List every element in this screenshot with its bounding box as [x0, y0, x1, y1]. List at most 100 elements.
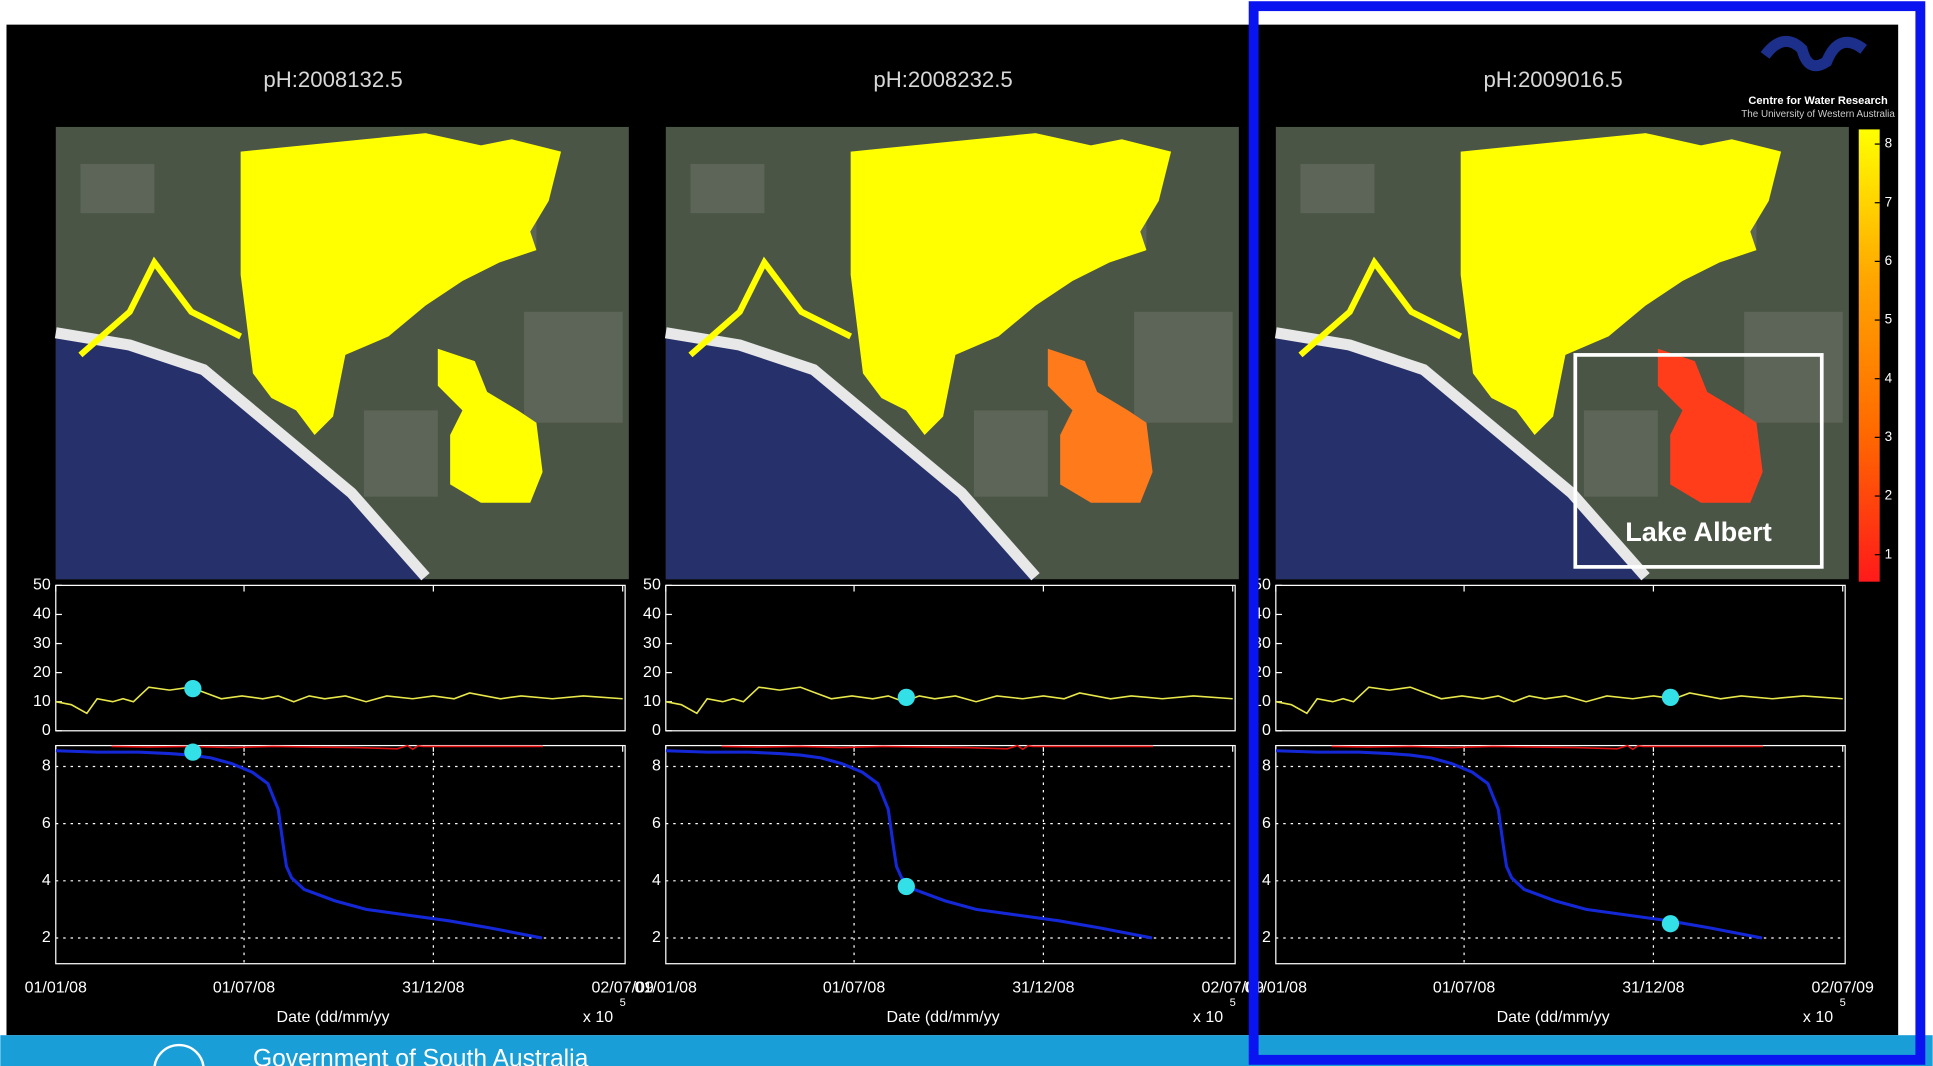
data-line [721, 744, 1154, 751]
map-lake-albert [437, 348, 543, 503]
footer-text: Government of South Australia [253, 1045, 589, 1066]
colorbar-tick-label: 3 [1885, 429, 1893, 444]
data-line [111, 744, 544, 751]
highlight-frame [1248, 1, 1926, 1065]
x-exponent: 5 [620, 997, 626, 1009]
y-tick-label: 0 [42, 721, 51, 739]
y-tick-label: 4 [1262, 871, 1271, 889]
x-axis-label: Date (dd/mm/yy [277, 1008, 390, 1026]
y-tick-label: 20 [33, 663, 51, 681]
plot-frame [665, 584, 1236, 732]
y-tick-label: 8 [42, 757, 51, 775]
x-tick-label: 01/07/08 [213, 979, 275, 997]
y-tick-label: 0 [1262, 721, 1271, 739]
plot-frame [665, 744, 1236, 965]
annotation-box [1573, 353, 1824, 569]
x-multiplier: x 10 [1803, 1008, 1833, 1026]
y-tick-label: 6 [1262, 814, 1271, 832]
y-tick-label: 2 [652, 928, 661, 946]
y-tick-label: 2 [42, 928, 51, 946]
y-tick-label: 30 [33, 634, 51, 652]
map-channel [688, 256, 853, 358]
map-ocean [665, 336, 1036, 580]
x-tick-label: 01/01/08 [1245, 979, 1307, 997]
map-texture [1744, 311, 1843, 423]
map-texture [363, 410, 438, 497]
x-tick-label: 31/12/08 [1622, 979, 1684, 997]
data-line [665, 686, 1233, 715]
colorbar-tick-label: 1 [1885, 546, 1893, 561]
map-texture [1300, 163, 1375, 214]
colorbar-tick-label: 8 [1885, 136, 1893, 151]
colorbar-tick-label: 4 [1885, 370, 1893, 385]
y-tick-label: 50 [643, 576, 661, 594]
x-tick-label: 01/07/08 [1433, 979, 1495, 997]
y-tick-label: 0 [652, 721, 661, 739]
x-tick-label: 02/07/09 [1812, 979, 1874, 997]
y-tick-label: 10 [33, 692, 51, 710]
y-tick-label: 50 [33, 576, 51, 594]
time-marker [1661, 688, 1680, 706]
x-exponent: 5 [1840, 997, 1846, 1009]
x-axis-label: Date (dd/mm/yy [887, 1008, 1000, 1026]
time-marker [897, 688, 915, 706]
map-channel [1298, 256, 1463, 358]
x-tick-label: 01/01/08 [635, 979, 697, 997]
x-tick-label: 02/07/09 [591, 979, 653, 997]
time-marker [897, 877, 915, 896]
y-tick-label: 4 [652, 871, 661, 889]
x-multiplier: x 10 [583, 1008, 613, 1026]
x-tick-label: 31/12/08 [1012, 979, 1074, 997]
y-tick-label: 8 [652, 757, 661, 775]
y-tick-label: 30 [643, 634, 661, 652]
map-texture [690, 163, 765, 214]
map-texture [1583, 410, 1658, 497]
map-texture [524, 311, 623, 423]
map-texture [80, 163, 155, 214]
map-lake-albert [1657, 348, 1763, 503]
panels: 12345678pH:2008132.501020304050246801/01… [25, 67, 1893, 1026]
map-lake-alexandrina [1460, 133, 1782, 436]
colorbar-tick-label: 7 [1885, 194, 1893, 209]
x-tick-label: 31/12/08 [402, 979, 464, 997]
data-line [1275, 749, 1763, 940]
data-line [665, 749, 1153, 940]
data-line [55, 749, 543, 940]
data-line [1331, 744, 1764, 751]
panel-title: pH:2008132.5 [263, 67, 402, 92]
time-marker [184, 743, 202, 761]
logo-title: Centre for Water Research [1748, 95, 1888, 107]
map-texture [973, 410, 1048, 497]
y-tick-label: 8 [1262, 757, 1271, 775]
map-coast [1274, 327, 1650, 581]
x-tick-label: 01/01/08 [25, 979, 87, 997]
y-tick-label: 40 [643, 605, 661, 623]
plot-frame [55, 584, 626, 732]
time-marker [1661, 915, 1680, 933]
logo-subtitle: The University of Western Australia [1741, 109, 1895, 120]
x-exponent: 5 [1230, 997, 1236, 1009]
x-axis-label: Date (dd/mm/yy [1497, 1008, 1610, 1026]
plot-frame [55, 744, 626, 965]
map-coast [54, 327, 430, 581]
map-lake-alexandrina [240, 133, 562, 436]
time-marker [184, 679, 202, 698]
map-channel [78, 256, 243, 358]
y-tick-label: 2 [1262, 928, 1271, 946]
logo-mark [1760, 35, 1867, 72]
y-tick-label: 6 [42, 814, 51, 832]
map-texture [1134, 311, 1233, 423]
colorbar-tick-label: 6 [1885, 253, 1893, 268]
y-tick-label: 40 [33, 605, 51, 623]
annotation-label: Lake Albert [1625, 516, 1772, 547]
panel-title: pH:2008232.5 [873, 67, 1012, 92]
y-tick-label: 20 [643, 663, 661, 681]
footer-logo [153, 1043, 205, 1066]
plot-frame [1275, 584, 1846, 732]
colorbar-tick-label: 5 [1885, 312, 1893, 327]
map-lake-alexandrina [850, 133, 1172, 436]
y-tick-label: 6 [652, 814, 661, 832]
x-tick-label: 02/07/09 [1202, 979, 1264, 997]
